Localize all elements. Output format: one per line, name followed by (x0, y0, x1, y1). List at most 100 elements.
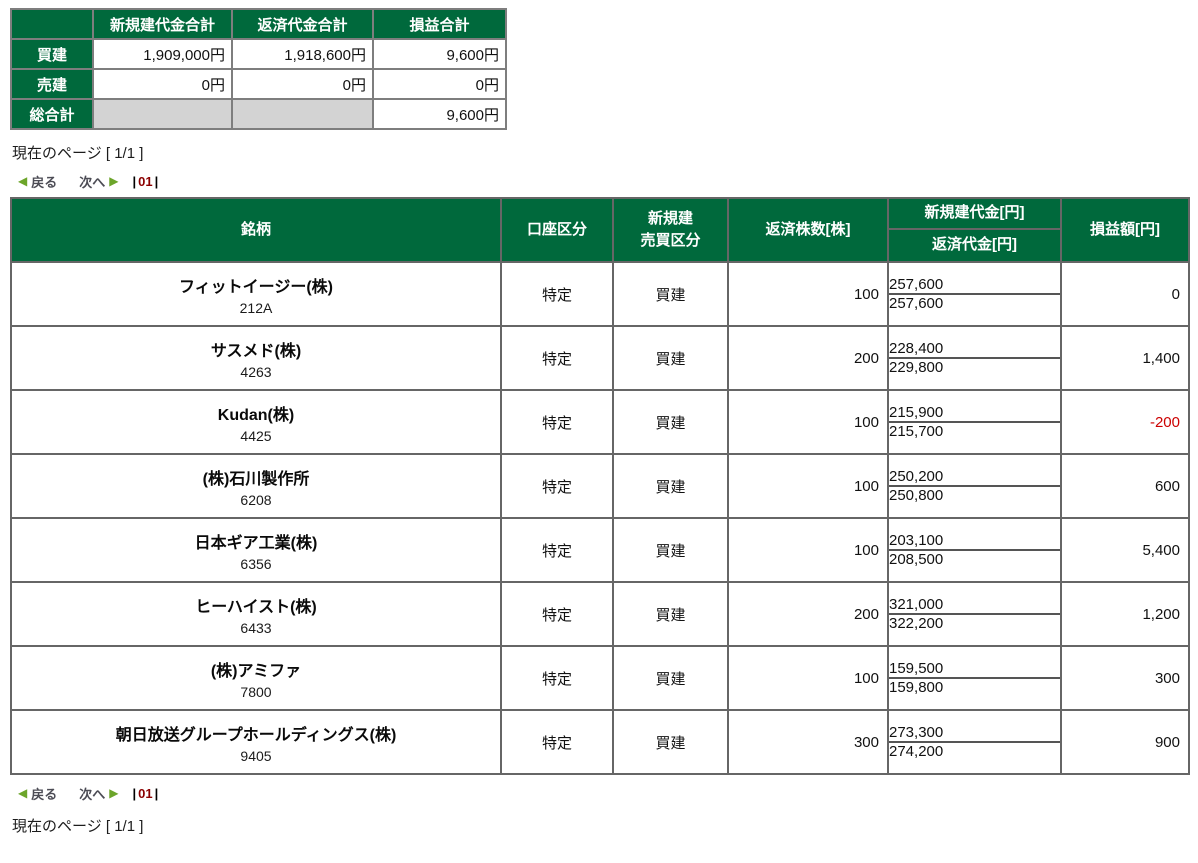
repay-qty-cell: 100 (727, 453, 889, 519)
summary-header-pl-total: 損益合計 (372, 8, 507, 40)
stock-code: 6433 (240, 619, 272, 636)
summary-long-pl: 9,600円 (372, 38, 507, 70)
amounts-cell: 203,100 208,500 (887, 517, 1062, 583)
summary-row-label: 売建 (10, 68, 94, 100)
stock-name: (株)アミファ (210, 662, 302, 680)
header-account: 口座区分 (500, 197, 614, 263)
summary-total-open-disabled (92, 98, 233, 130)
stock-name-cell: 日本ギア工業(株) 6356 (10, 517, 502, 583)
stock-code: 7800 (240, 683, 272, 700)
header-open-amount: 新規建代金[円] (890, 200, 1059, 230)
summary-total-close-disabled (231, 98, 374, 130)
header-close-amount: 返済代金[円] (932, 236, 1017, 254)
stock-name: (株)石川製作所 (202, 470, 310, 488)
summary-header-open-total: 新規建代金合計 (92, 8, 233, 40)
close-amount-value: 250,800 (889, 487, 944, 504)
stock-name-cell: Kudan(株) 4425 (10, 389, 502, 455)
pl-cell: 1,200 (1060, 581, 1190, 647)
stock-name-cell: (株)アミファ 7800 (10, 645, 502, 711)
current-page-text-bottom: 現在のページ [ 1/1 ] (12, 818, 144, 835)
page-number-link[interactable]: 01 (138, 785, 153, 801)
summary-short-open: 0円 (92, 68, 233, 100)
stock-code: 4263 (240, 363, 272, 380)
stock-name: サスメド(株) (210, 342, 302, 360)
header-pl: 損益額[円] (1060, 197, 1190, 263)
stock-name-cell: フィットイージー(株) 212A (10, 261, 502, 327)
repay-qty-cell: 100 (727, 389, 889, 455)
position-row: 朝日放送グループホールディングス(株) 9405 特定 買建 300 273,3… (10, 709, 1190, 775)
pl-cell: 600 (1060, 453, 1190, 519)
pl-cell: 1,400 (1060, 325, 1190, 391)
close-amount-value: 229,800 (889, 359, 944, 376)
close-amount-value: 208,500 (889, 551, 944, 568)
current-page-text-top: 現在のページ [ 1/1 ] (12, 145, 144, 162)
side-cell: 買建 (612, 709, 729, 775)
close-amount-value: 322,200 (889, 615, 944, 632)
stock-name: ヒーハイスト(株) (195, 598, 317, 616)
stock-name: 朝日放送グループホールディングス(株) (115, 726, 397, 744)
positions-header-row: 銘柄 口座区分 新規建 売買区分 返済株数[株] 新規建代金[円] 返済代金[円… (10, 197, 1190, 263)
back-link[interactable]: 戻る (31, 174, 58, 190)
next-arrow-icon[interactable]: ▶ (109, 786, 119, 800)
next-link[interactable]: 次へ (79, 174, 106, 190)
position-row: Kudan(株) 4425 特定 買建 100 215,900 215,700 … (10, 389, 1190, 455)
side-cell: 買建 (612, 581, 729, 647)
amounts-cell: 159,500 159,800 (887, 645, 1062, 711)
summary-row-label: 買建 (10, 38, 94, 70)
position-row: 日本ギア工業(株) 6356 特定 買建 100 203,100 208,500… (10, 517, 1190, 583)
side-cell: 買建 (612, 325, 729, 391)
open-amount-value: 159,500 (890, 660, 1059, 679)
position-row: サスメド(株) 4263 特定 買建 200 228,400 229,800 1… (10, 325, 1190, 391)
positions-table: 銘柄 口座区分 新規建 売買区分 返済株数[株] 新規建代金[円] 返済代金[円… (10, 197, 1190, 775)
page-indicator: | 01 | (133, 786, 159, 801)
account-type-cell: 特定 (500, 517, 614, 583)
back-arrow-icon[interactable]: ◀ (18, 174, 28, 188)
account-type-cell: 特定 (500, 261, 614, 327)
amounts-cell: 321,000 322,200 (887, 581, 1062, 647)
stock-name-cell: 朝日放送グループホールディングス(株) 9405 (10, 709, 502, 775)
header-qty: 返済株数[株] (727, 197, 889, 263)
summary-row-short: 売建 0円 0円 0円 (10, 68, 507, 100)
position-row: (株)アミファ 7800 特定 買建 100 159,500 159,800 3… (10, 645, 1190, 711)
amounts-cell: 250,200 250,800 (887, 453, 1062, 519)
summary-long-close: 1,918,600円 (231, 38, 374, 70)
header-side-line1: 新規建 (647, 209, 693, 227)
repay-qty-cell: 100 (727, 645, 889, 711)
summary-long-open: 1,909,000円 (92, 38, 233, 70)
pipe-right: | (154, 173, 159, 189)
stock-code: 6356 (240, 555, 272, 572)
open-amount-value: 250,200 (890, 468, 1059, 487)
stock-name-cell: (株)石川製作所 6208 (10, 453, 502, 519)
pl-cell: -200 (1060, 389, 1190, 455)
amounts-cell: 257,600 257,600 (887, 261, 1062, 327)
account-type-cell: 特定 (500, 645, 614, 711)
close-amount-value: 257,600 (889, 295, 944, 312)
open-amount-value: 273,300 (890, 724, 1059, 743)
open-amount-value: 215,900 (890, 404, 1059, 423)
account-type-cell: 特定 (500, 325, 614, 391)
pager-nav-top: ◀ 戻る 次へ ▶ | 01 | (18, 171, 1198, 191)
pipe-left: | (132, 785, 137, 801)
next-link[interactable]: 次へ (79, 786, 106, 802)
position-row: ヒーハイスト(株) 6433 特定 買建 200 321,000 322,200… (10, 581, 1190, 647)
stock-name: Kudan(株) (217, 406, 295, 424)
open-amount-value: 321,000 (890, 596, 1059, 615)
position-row: (株)石川製作所 6208 特定 買建 100 250,200 250,800 … (10, 453, 1190, 519)
summary-short-pl: 0円 (372, 68, 507, 100)
back-link[interactable]: 戻る (31, 786, 58, 802)
summary-total-pl: 9,600円 (372, 98, 507, 130)
repay-qty-cell: 100 (727, 261, 889, 327)
amounts-cell: 215,900 215,700 (887, 389, 1062, 455)
stock-name-cell: ヒーハイスト(株) 6433 (10, 581, 502, 647)
header-side-line2: 売買区分 (640, 232, 701, 249)
page-number-link[interactable]: 01 (138, 173, 153, 189)
side-cell: 買建 (612, 517, 729, 583)
repay-qty-cell: 100 (727, 517, 889, 583)
summary-corner-cell (10, 8, 94, 40)
repay-qty-cell: 300 (727, 709, 889, 775)
stock-code: 212A (239, 299, 273, 316)
side-cell: 買建 (612, 261, 729, 327)
back-arrow-icon[interactable]: ◀ (18, 786, 28, 800)
next-arrow-icon[interactable]: ▶ (109, 174, 119, 188)
stock-code: 4425 (240, 427, 272, 444)
